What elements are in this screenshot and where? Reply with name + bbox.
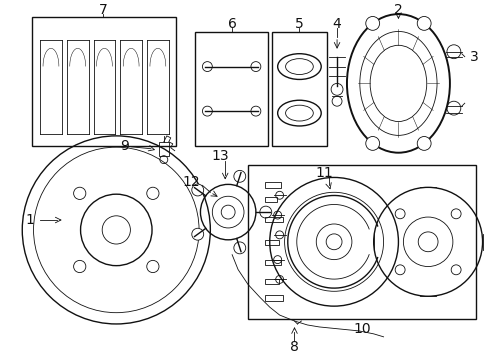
Circle shape [365,17,379,30]
Circle shape [202,62,212,72]
Text: 3: 3 [469,50,477,64]
Circle shape [250,62,260,72]
Circle shape [191,228,203,240]
Circle shape [233,242,245,254]
Bar [264,217,282,222]
Bar [195,32,267,146]
Circle shape [202,106,212,116]
Bar [264,197,276,202]
Text: 1: 1 [26,213,35,227]
Circle shape [250,106,260,116]
Text: 11: 11 [315,166,332,180]
Bar [264,260,280,265]
Bar [247,165,475,319]
Text: 4: 4 [332,17,341,31]
Circle shape [416,17,430,30]
Text: 7: 7 [99,3,107,17]
Text: 9: 9 [120,139,129,153]
Text: 2: 2 [393,3,402,17]
Bar [271,32,326,146]
Circle shape [259,206,271,218]
Text: 13: 13 [211,149,228,163]
Text: 5: 5 [294,17,303,31]
Circle shape [191,184,203,196]
Bar [264,183,280,188]
Bar [264,295,282,301]
Bar [32,17,175,146]
Circle shape [233,170,245,182]
Bar [264,279,278,284]
Circle shape [365,136,379,150]
Text: 6: 6 [227,17,236,31]
Bar [159,142,168,156]
Text: 10: 10 [352,322,370,336]
Bar [264,240,278,245]
Text: 8: 8 [289,340,298,354]
Text: 12: 12 [183,175,200,189]
Circle shape [416,136,430,150]
